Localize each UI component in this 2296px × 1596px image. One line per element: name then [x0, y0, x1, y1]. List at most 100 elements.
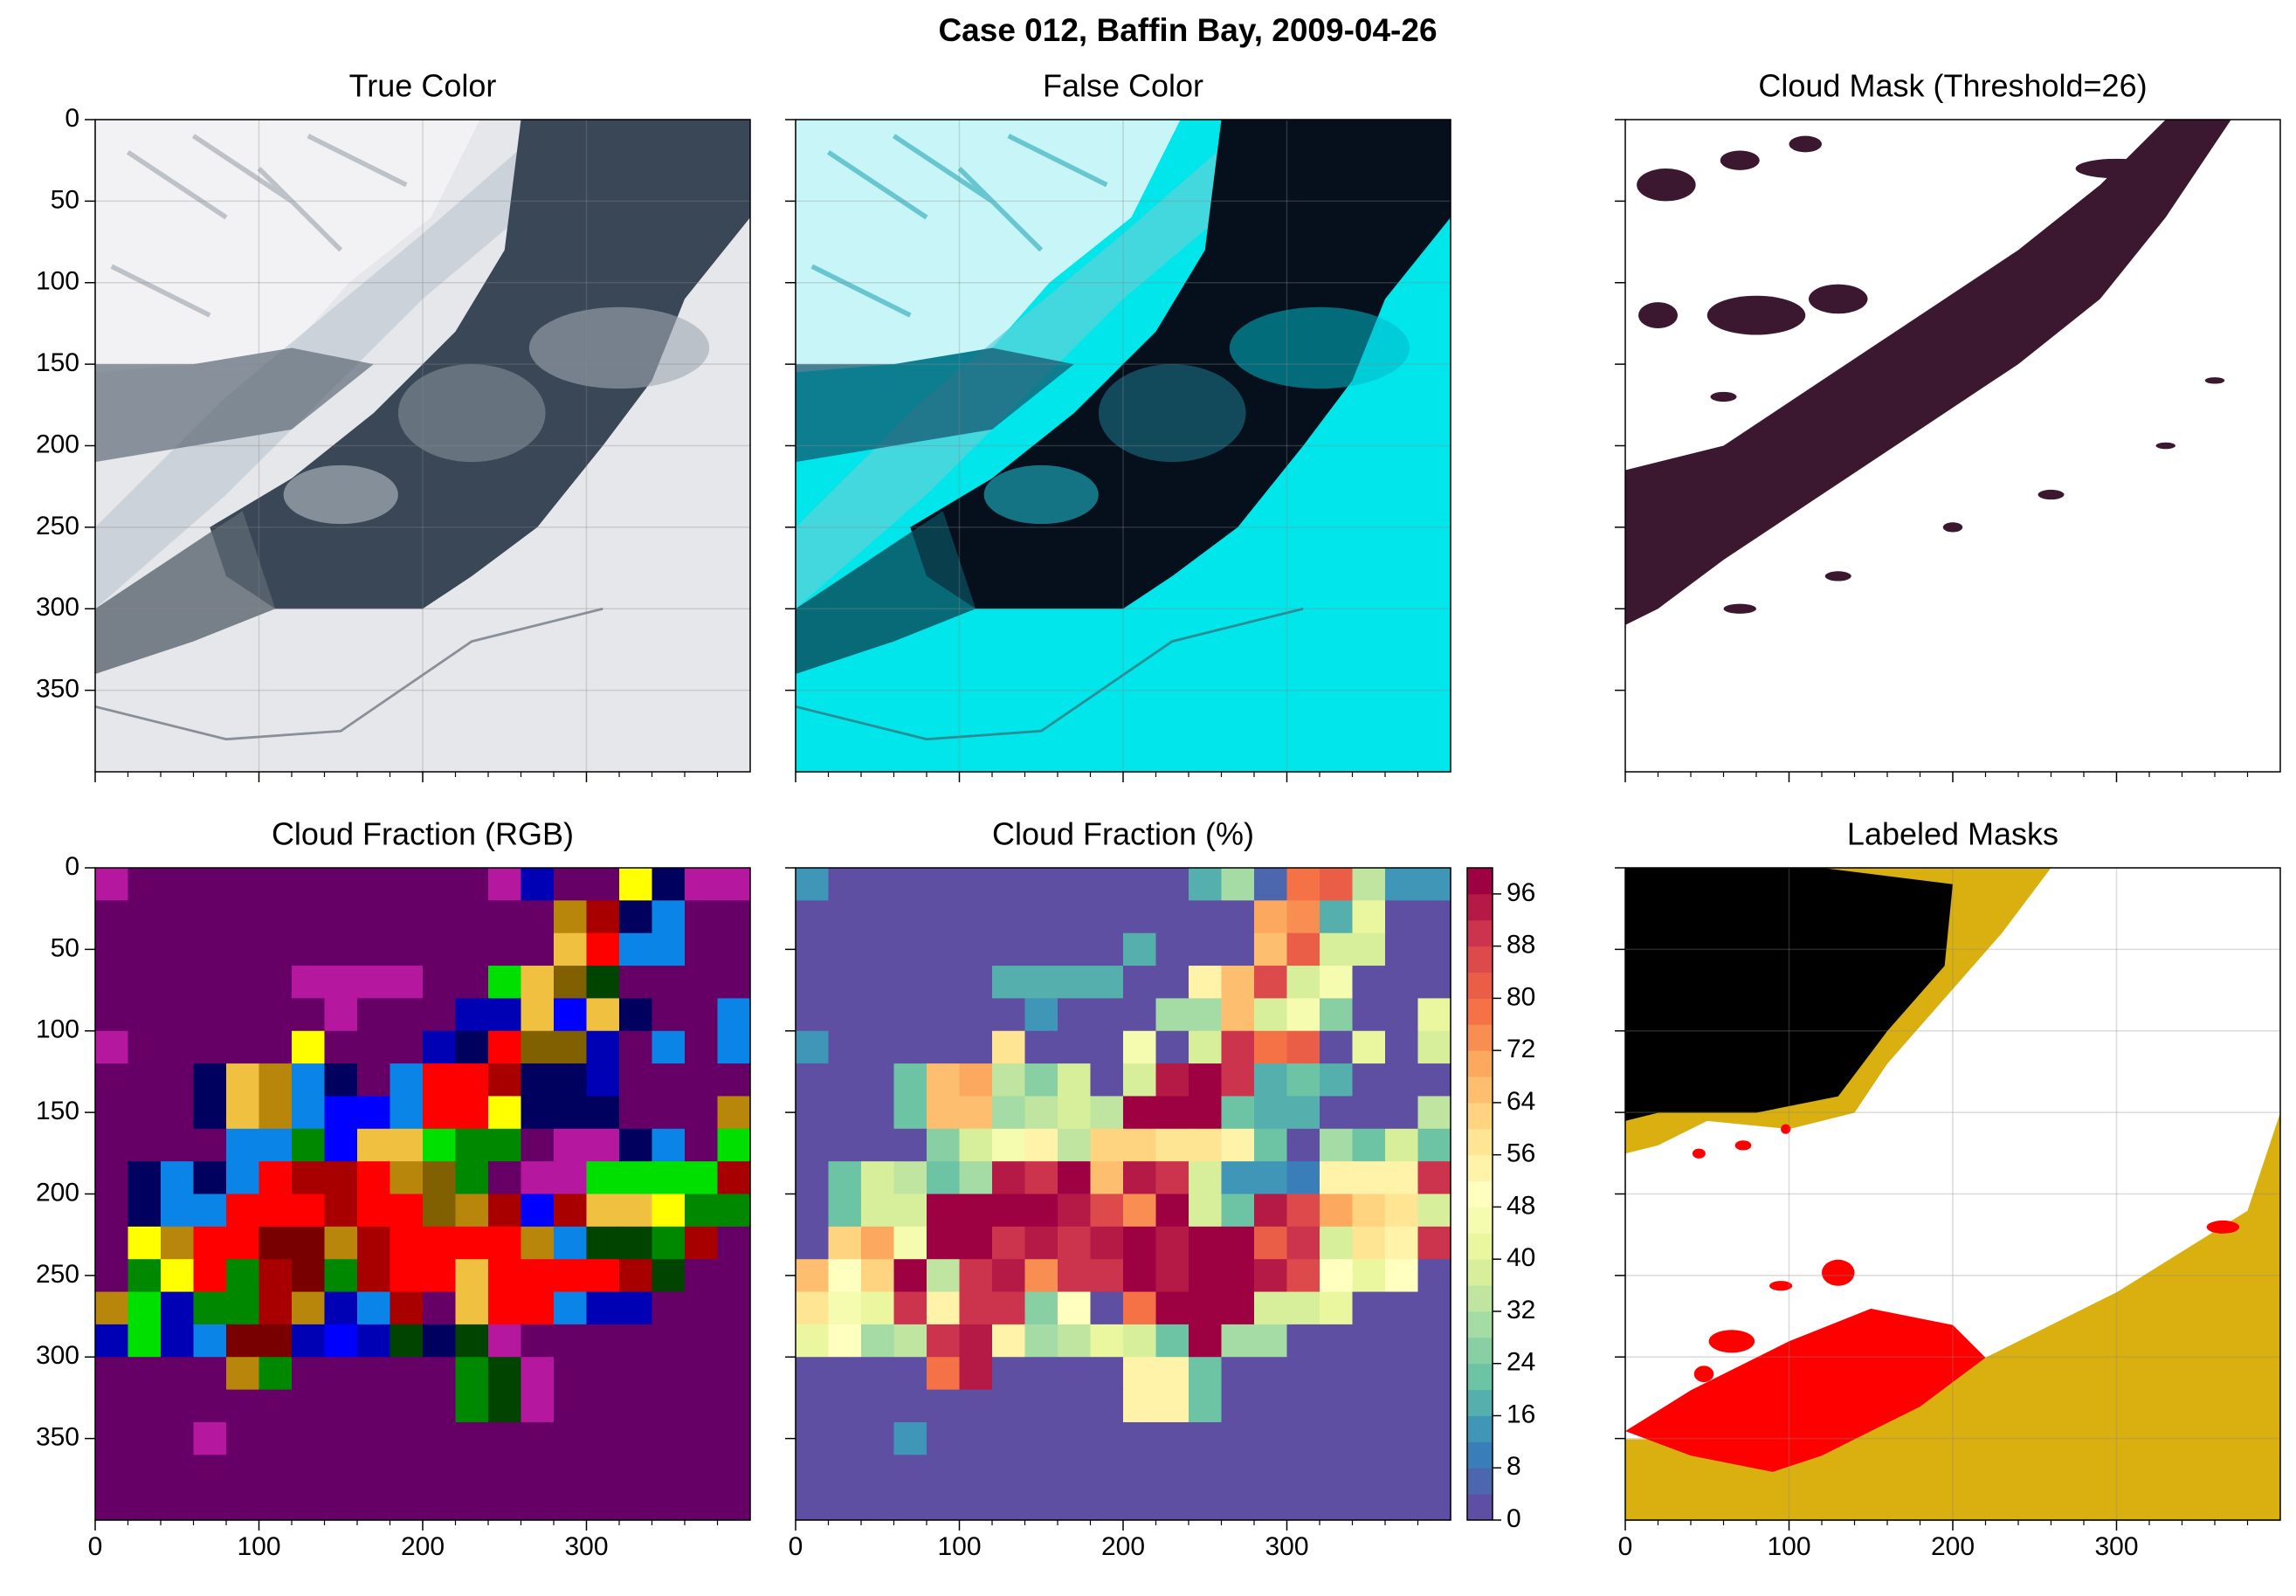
heatmap-cell [357, 1161, 391, 1195]
heatmap-cell [1155, 1324, 1189, 1358]
heatmap-cell [959, 1128, 993, 1162]
heatmap-cell [1024, 1128, 1058, 1162]
heatmap-cell [1352, 1487, 1386, 1521]
heatmap-cell [488, 1194, 522, 1228]
x-tick-label: 300 [564, 1532, 608, 1561]
heatmap-cell [488, 1259, 522, 1293]
heatmap-cell [259, 1194, 293, 1228]
heatmap-cell [357, 1063, 391, 1097]
heatmap-cell [128, 1226, 162, 1260]
heatmap-cell [488, 1389, 522, 1423]
heatmap-cell [226, 966, 260, 999]
heatmap-cell [1385, 1128, 1419, 1162]
heatmap-cell [796, 1487, 830, 1521]
heatmap-cell [685, 1357, 719, 1391]
colorbar-swatch [1467, 1415, 1493, 1442]
x-tick-label: 100 [237, 1532, 280, 1561]
heatmap-cell [959, 900, 993, 934]
heatmap-cell [1320, 1389, 1354, 1423]
heatmap-cell [652, 1226, 686, 1260]
heatmap-cell [652, 1455, 686, 1489]
heatmap-cell [619, 900, 653, 934]
heatmap-cell [992, 1455, 1026, 1489]
heatmap-cell [1155, 1291, 1189, 1325]
heatmap-cell [1417, 1389, 1451, 1423]
heatmap-cell [423, 1194, 457, 1228]
heatmap-cell [992, 1389, 1026, 1423]
heatmap-cell [1024, 1455, 1058, 1489]
heatmap-cell [95, 900, 129, 934]
heatmap-cell [1352, 1030, 1386, 1064]
heatmap-cell [861, 1030, 895, 1064]
colorbar-swatch [1467, 972, 1493, 999]
heatmap-cell [128, 1194, 162, 1228]
heatmap-cell [1155, 1030, 1189, 1064]
colorbar-swatch [1467, 1207, 1493, 1234]
heatmap-cell [226, 1128, 260, 1162]
heatmap-cell [455, 1161, 489, 1195]
heatmap-cell [685, 1324, 719, 1358]
heatmap-cell [1286, 1128, 1320, 1162]
heatmap-cell [423, 1389, 457, 1423]
heatmap-cell [652, 998, 686, 1032]
heatmap-cell [1155, 1128, 1189, 1162]
heatmap-cell [1417, 998, 1451, 1032]
heatmap-cell [1189, 1389, 1223, 1423]
heatmap-cell [959, 966, 993, 999]
heatmap-cell [586, 1389, 620, 1423]
heatmap-cell [685, 1226, 719, 1260]
heatmap-cell [423, 900, 457, 934]
heatmap-cell [1286, 1096, 1320, 1130]
heatmap-cell [161, 1063, 195, 1097]
heatmap-cell [1090, 1487, 1124, 1521]
heatmap-cell [1123, 998, 1157, 1032]
heatmap-cell [521, 1291, 555, 1325]
heatmap-cell [619, 1421, 653, 1455]
heatmap-cell [1123, 966, 1157, 999]
heatmap-cell [1320, 1291, 1354, 1325]
heatmap-cell [128, 966, 162, 999]
heatmap-cell [828, 1291, 862, 1325]
heatmap-cell [1385, 1226, 1419, 1260]
heatmap-cell [488, 900, 522, 934]
heatmap-cell [1058, 932, 1092, 967]
heatmap-cell [390, 1324, 424, 1358]
heatmap-cell [1058, 1063, 1092, 1097]
heatmap-cell [324, 966, 358, 999]
heatmap-cell [1058, 1096, 1092, 1130]
heatmap-cell [1417, 1324, 1451, 1358]
heatmap-cell [259, 1357, 293, 1391]
heatmap-cell [455, 1226, 489, 1260]
heatmap-cell [927, 1324, 961, 1358]
heatmap-cell [717, 966, 751, 999]
heatmap-cell [959, 1259, 993, 1293]
heatmap-cell [1320, 1194, 1354, 1228]
heatmap-cell [959, 1357, 993, 1391]
heatmap-cell [95, 1389, 129, 1423]
heatmap-cell [1123, 1324, 1157, 1358]
heatmap-cell [521, 1030, 555, 1064]
heatmap-cell [927, 1357, 961, 1391]
heatmap-cell [959, 932, 993, 967]
heatmap-cell [128, 1128, 162, 1162]
heatmap-cell [390, 868, 424, 901]
heatmap-cell [292, 1421, 326, 1455]
heatmap-cell [1189, 1063, 1223, 1097]
heatmap-cell [1352, 1194, 1386, 1228]
heatmap-cell [619, 998, 653, 1032]
y-tick-label: 200 [36, 430, 79, 458]
heatmap-cell [95, 1357, 129, 1391]
heatmap-cell [1385, 1357, 1419, 1391]
colorbar-swatch [1467, 1285, 1493, 1312]
heatmap-cell [1090, 1324, 1124, 1358]
heatmap-cell [161, 1226, 195, 1260]
heatmap-cell [1189, 1357, 1223, 1391]
heatmap-cell [1221, 1389, 1255, 1423]
heatmap-cell [357, 998, 391, 1032]
heatmap-cell [927, 1194, 961, 1228]
heatmap-cell [423, 998, 457, 1032]
heatmap-cell [652, 900, 686, 934]
heatmap-cell [488, 1487, 522, 1521]
heatmap-cell [226, 1030, 260, 1064]
